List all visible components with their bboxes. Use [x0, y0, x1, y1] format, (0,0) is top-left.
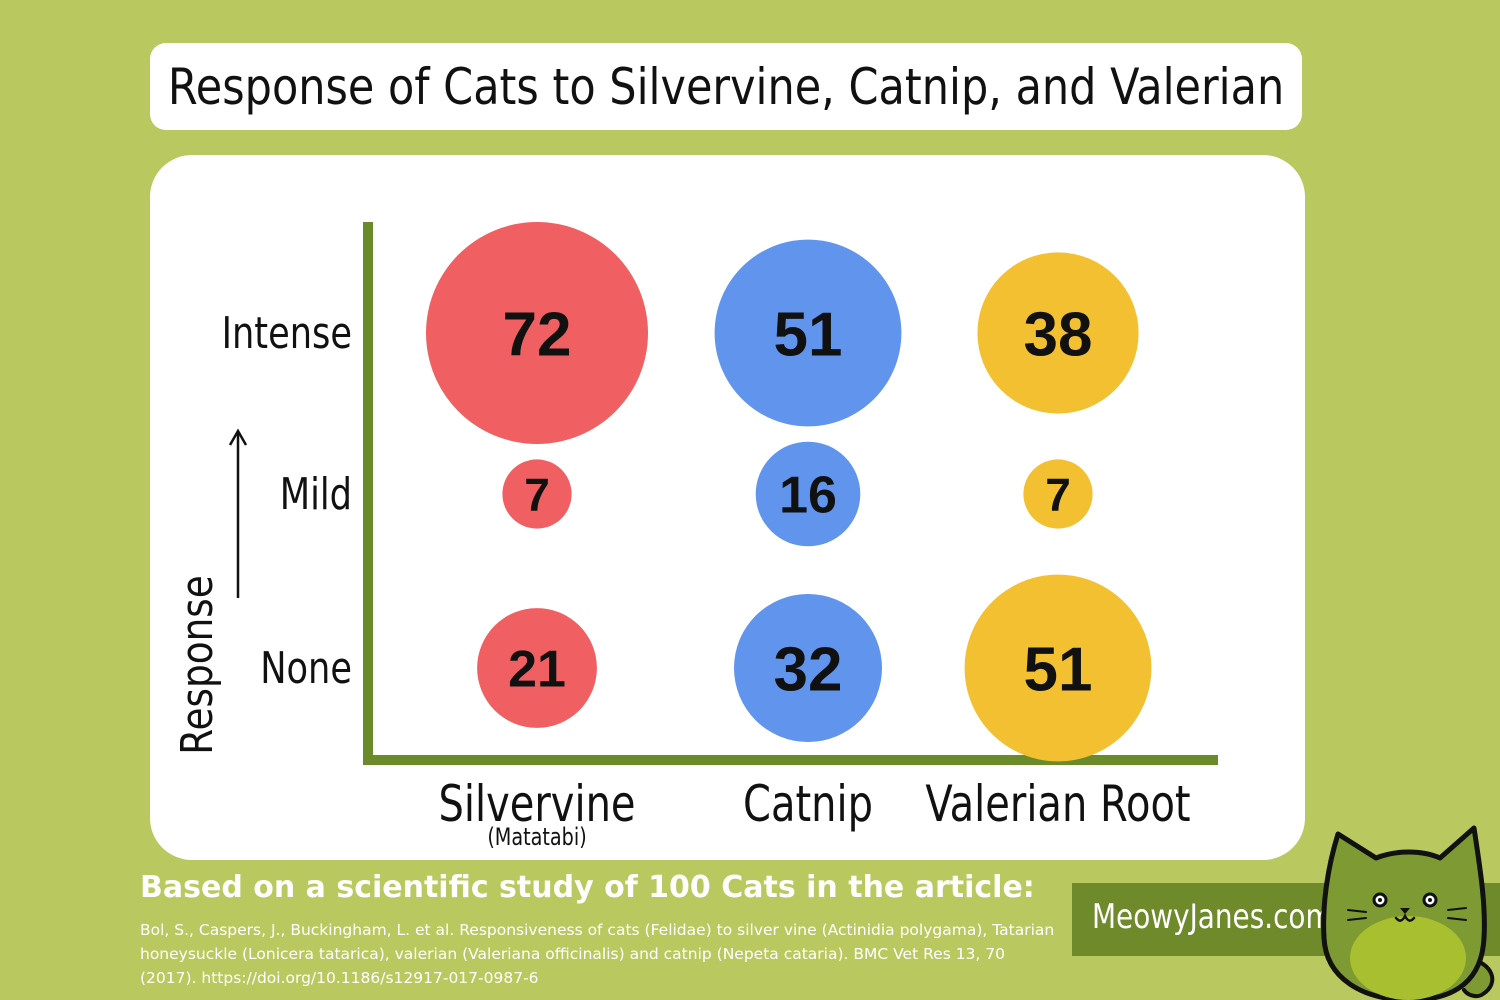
y-tick-label-none: None	[260, 643, 352, 694]
y-axis-arrow-head	[228, 428, 248, 446]
bubble-silvervine-mild	[502, 459, 572, 529]
bubble-value-silvervine-mild: 7	[524, 469, 550, 521]
x-tick-label-valerian-root: Valerian Root	[925, 775, 1190, 834]
bubble-value-catnip-mild: 16	[779, 467, 837, 525]
bubble-value-silvervine-none: 21	[508, 641, 566, 699]
y-tick-label-mild: Mild	[280, 469, 352, 520]
bubble-value-valerian-root-none: 51	[1024, 635, 1093, 704]
bubble-value-valerian-root-mild: 7	[1045, 469, 1071, 521]
bubble-value-silvervine-intense: 72	[503, 300, 572, 369]
x-tick-sublabel-silvervine: (Matatabi)	[487, 824, 586, 852]
bubble-chart: Response Intense Mild None Silvervine(Matata…	[171, 222, 1218, 852]
citation-text: Bol, S., Caspers, J., Buckingham, L. et …	[140, 921, 1055, 987]
bubble-catnip-none	[734, 594, 882, 742]
x-tick-label-silvervine: Silvervine	[438, 775, 635, 834]
bubble-valerian-root-none	[964, 574, 1152, 762]
bubble-silvervine-none	[477, 608, 597, 728]
y-tick-label-intense: Intense	[222, 308, 352, 359]
bubble-catnip-mild	[755, 441, 861, 547]
study-heading: Based on a scientific study of 100 Cats …	[140, 870, 1035, 905]
bubble-catnip-intense	[714, 239, 902, 427]
bubble-value-catnip-none: 32	[774, 635, 843, 704]
y-axis-title: Response	[171, 575, 223, 755]
title-box: Response of Cats to Silvervine, Catnip, …	[150, 43, 1302, 130]
bubble-value-valerian-root-intense: 38	[1024, 300, 1093, 369]
brand-site-link[interactable]: MeowyJanes.com	[1092, 897, 1333, 937]
chart-card: Response Intense Mild None Silvervine (Matata…	[150, 155, 1305, 860]
chart-title: Response of Cats to Silvervine, Catnip, …	[167, 57, 1285, 116]
bubble-silvervine-intense	[426, 222, 648, 444]
bubble-valerian-root-mild	[1023, 459, 1093, 529]
bubble-value-catnip-intense: 51	[774, 300, 843, 369]
bubble-valerian-root-intense	[977, 252, 1139, 414]
cat-face-icon	[1321, 825, 1495, 1000]
x-tick-label-catnip: Catnip	[743, 775, 873, 834]
